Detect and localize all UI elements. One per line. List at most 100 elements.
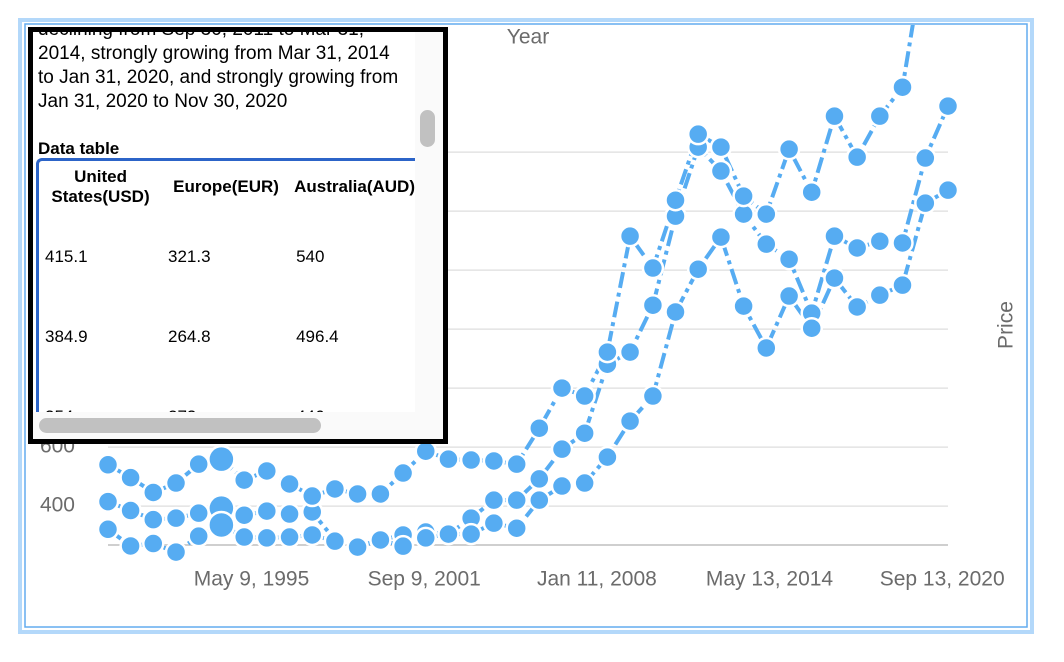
scrollbar-track (415, 32, 443, 412)
y-axis-title: Price (995, 301, 1018, 349)
data-point (914, 146, 937, 170)
scrollbar-thumb[interactable] (39, 418, 321, 433)
data-point (346, 535, 369, 559)
data-point (936, 94, 960, 118)
data-point (369, 482, 392, 506)
data-point (550, 437, 574, 461)
data-point (142, 532, 165, 555)
table-cell: 354 (39, 377, 162, 415)
data-point (482, 488, 506, 512)
y-tick-label: 400 (40, 494, 75, 517)
data-point (528, 416, 551, 440)
table-cell: 273 (162, 377, 290, 415)
data-point (505, 452, 528, 476)
data-point (232, 525, 256, 549)
data-point (142, 481, 165, 504)
x-tick-label: Jan 11, 2008 (537, 568, 657, 591)
table-cell: 321.3 (168, 247, 211, 266)
data-point (482, 511, 506, 535)
data-point (686, 257, 710, 281)
data-point (868, 229, 892, 253)
data-point (777, 137, 801, 161)
description: declining from Sep 30, 2011 to Mar 31, 2… (38, 27, 399, 112)
data-point (550, 474, 574, 498)
data-point (346, 482, 369, 506)
table-cell: 415.1 (45, 247, 88, 266)
data-point (664, 188, 687, 212)
data-point (300, 523, 324, 547)
data-point (755, 336, 778, 360)
x-tick-label: Sep 9, 2001 (368, 568, 481, 591)
data-point (482, 449, 506, 473)
data-point (868, 104, 892, 128)
table-header: Europe(EUR) (173, 177, 279, 196)
data-point (755, 202, 778, 226)
data-point (528, 488, 551, 512)
data-point (528, 467, 551, 491)
data-point (823, 104, 846, 128)
data-point (207, 510, 236, 540)
data-point (732, 294, 755, 318)
table-cell: 540 (296, 247, 325, 266)
table-cell: 446 (290, 377, 419, 415)
data-point (641, 384, 665, 408)
data-point (755, 232, 778, 256)
data-point (686, 122, 710, 146)
table-cell: 384.9 (45, 327, 88, 346)
data-point (119, 499, 142, 522)
data-point (914, 191, 937, 215)
data-point (573, 384, 596, 408)
x-tick-label: May 9, 1995 (194, 568, 310, 591)
data-point (255, 499, 279, 523)
x-tick-label: May 13, 2014 (706, 568, 834, 591)
data-point (96, 490, 120, 513)
data-point (96, 453, 120, 477)
data-point (936, 178, 960, 202)
data-point (709, 225, 733, 249)
data-point (618, 340, 642, 364)
table-header: Australia(AUD) (294, 177, 415, 196)
data-point (300, 484, 324, 508)
data-point (391, 461, 415, 485)
data-point (800, 316, 823, 340)
data-table: United States(USD) Europe(EUR) Australia(A… (39, 161, 419, 415)
table-row: 354273446 (39, 377, 419, 415)
data-point (255, 526, 279, 550)
scrollbar-thumb[interactable] (420, 110, 435, 147)
data-point (641, 293, 665, 317)
data-point (323, 477, 347, 501)
data-point (618, 224, 642, 248)
table-row: 415.1 321.3 540 (39, 217, 419, 297)
data-point (164, 471, 188, 495)
data-point (369, 528, 392, 552)
data-point (891, 231, 914, 255)
data-point (278, 502, 301, 526)
data-point (459, 448, 483, 472)
data-point (119, 466, 142, 489)
data-point (187, 452, 210, 476)
data-point (323, 529, 347, 553)
data-point (664, 300, 687, 324)
data-point (891, 273, 914, 297)
data-point (596, 445, 619, 469)
data-point (437, 522, 460, 546)
table-header: United States(USD) (51, 167, 150, 206)
data-point (459, 522, 483, 546)
outer-frame (18, 18, 1034, 634)
data-point (868, 283, 892, 307)
data-point (119, 534, 142, 558)
data-point (232, 468, 256, 492)
table-cell: 496.4 (296, 327, 339, 346)
data-point (641, 256, 665, 280)
data-point (823, 224, 846, 248)
data-point (732, 184, 755, 208)
data-point (187, 524, 210, 548)
data-point (845, 145, 869, 169)
data-point (142, 508, 165, 531)
data-point (414, 526, 438, 550)
data-point (845, 236, 869, 260)
data-point (777, 284, 801, 308)
data-point (596, 340, 619, 364)
table-cell: 264.8 (168, 327, 211, 346)
